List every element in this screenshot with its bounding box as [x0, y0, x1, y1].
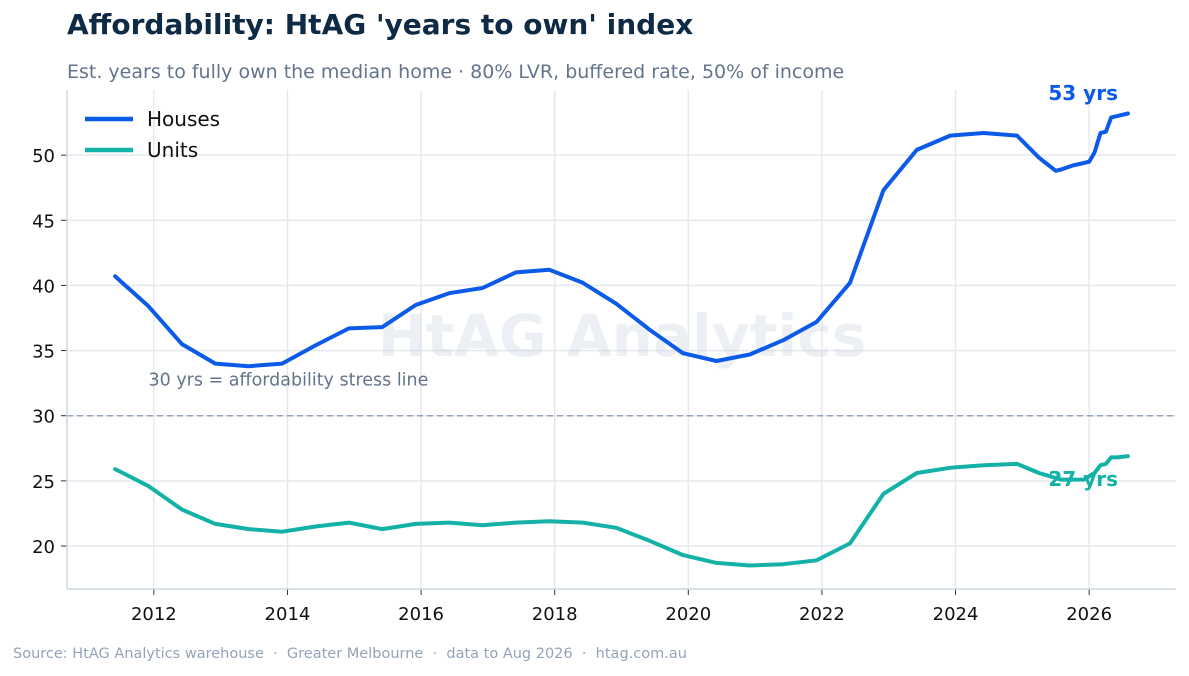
legend: Houses Units [85, 107, 220, 162]
x-tick-label: 2016 [398, 604, 444, 625]
x-tick-label: 2020 [665, 604, 711, 625]
y-tick-label: 20 [32, 537, 55, 558]
y-tick-label: 40 [32, 276, 55, 297]
x-tick-label: 2018 [532, 604, 578, 625]
x-tick-label: 2026 [1066, 604, 1112, 625]
stress-line-label: 30 yrs = affordability stress line [149, 371, 429, 391]
x-tick-label: 2024 [933, 604, 979, 625]
y-tick-label: 30 [32, 407, 55, 428]
houses-end-label: 53 yrs [1048, 81, 1118, 105]
y-tick-label: 25 [32, 472, 55, 493]
chart-title: Affordability: HtAG 'years to own' index [67, 8, 694, 41]
x-tick-label: 2014 [265, 604, 311, 625]
y-tick-label: 35 [32, 342, 55, 363]
stress-line-group: 30 yrs = affordability stress line [67, 371, 1176, 417]
y-tick-label: 45 [32, 211, 55, 232]
axes: 2012 2014 2016 2018 2020 2022 2024 2026 20 25 30 35… [32, 90, 1176, 625]
source-note: Source: HtAG Analytics warehouse · Great… [13, 646, 687, 662]
y-tick-label: 50 [32, 146, 55, 167]
legend-houses-label: Houses [147, 107, 220, 131]
chart-subtitle: Est. years to fully own the median home … [67, 61, 845, 83]
series [113, 111, 1130, 568]
series-line-houses [113, 111, 1130, 369]
units-end-label: 27 yrs [1048, 467, 1118, 491]
x-tick-label: 2012 [131, 604, 177, 625]
series-line-units [113, 454, 1130, 568]
watermark: HtAG Analytics [378, 302, 866, 370]
grid [67, 90, 1176, 589]
x-tick-label: 2022 [799, 604, 845, 625]
legend-units-label: Units [147, 138, 198, 162]
